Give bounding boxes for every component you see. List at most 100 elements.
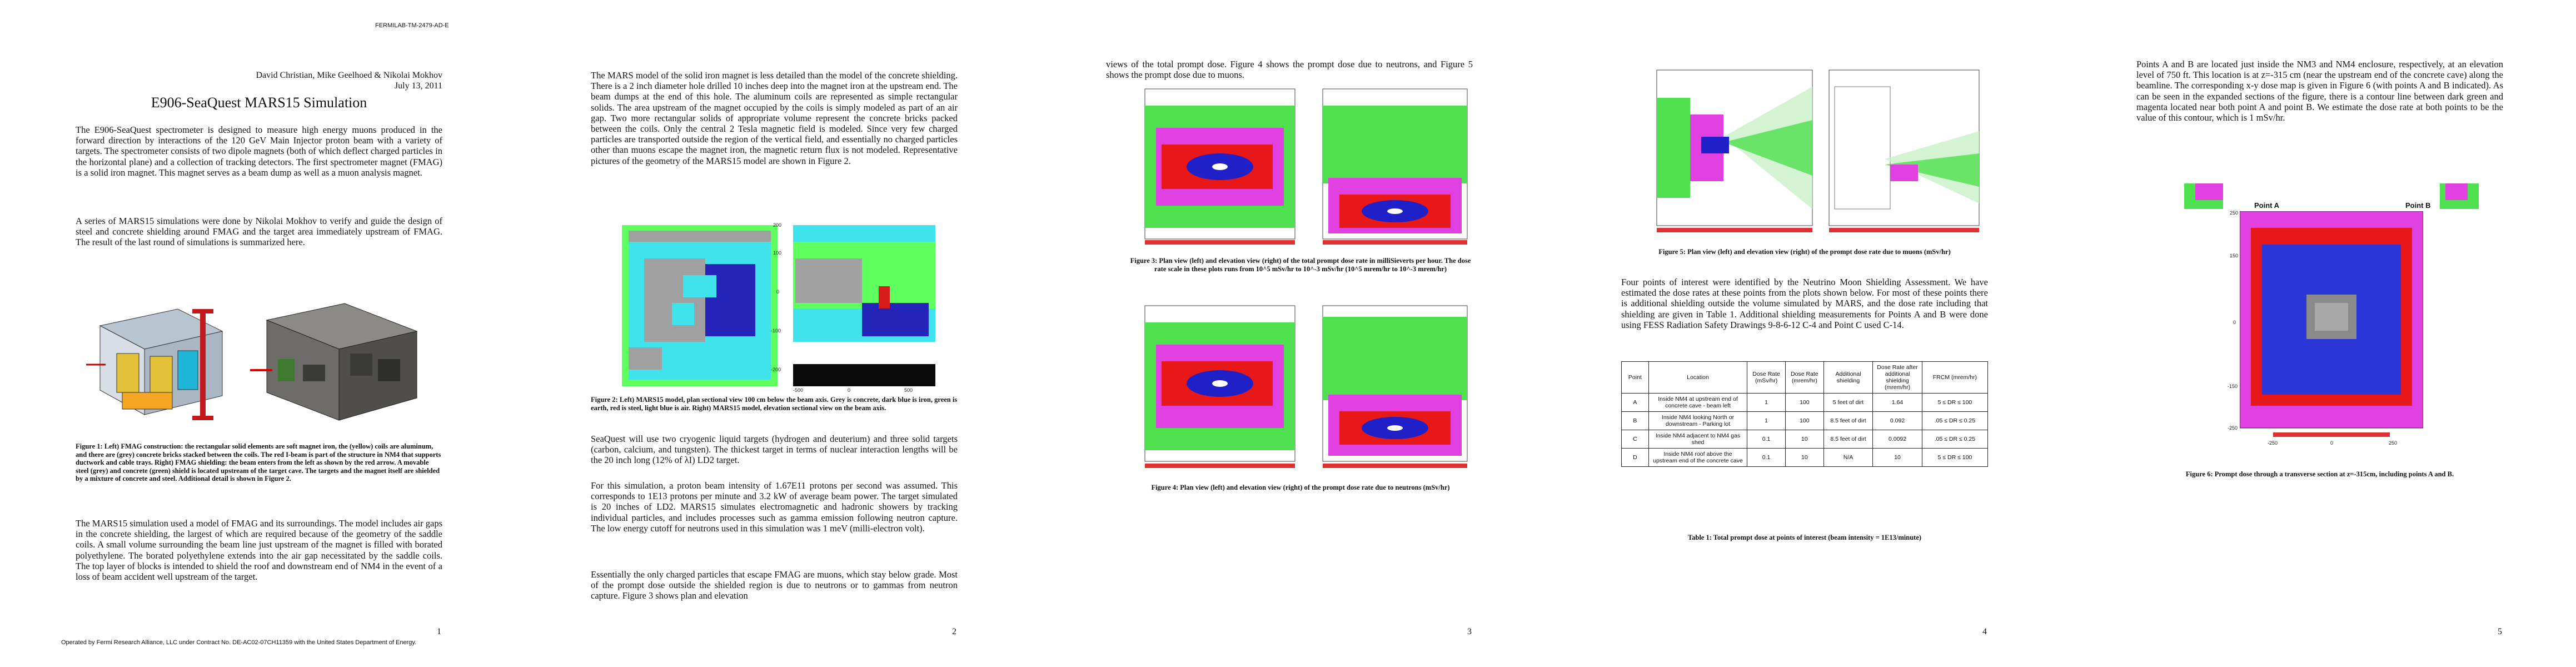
table-cell: 0.0092 — [1872, 430, 1922, 449]
table-cell: 10 — [1872, 448, 1922, 467]
figure-6-caption: Figure 6: Prompt dose through a transver… — [2185, 470, 2454, 478]
page-4: Figure 5: Plan view (left) and elevation… — [1546, 0, 2061, 667]
table-row: D Inside NM4 roof above the upstream end… — [1621, 448, 1989, 467]
figure-4-image — [1144, 305, 1468, 468]
paragraph: Four points of interest were identified … — [1621, 277, 1988, 330]
neutron-dose-plan-view — [1144, 305, 1296, 468]
axis-tick: 0 — [776, 289, 780, 295]
authors: David Christian, Mike Geelhoed & Nikolai… — [256, 70, 442, 91]
column-header: Dose Rate after additional shielding (mr… — [1872, 361, 1922, 394]
table-row: C Inside NM4 adjacent to NM4 gas shed 0.… — [1621, 430, 1989, 449]
table-cell: 5 ≤ DR ≤ 100 — [1921, 393, 1989, 412]
axis-tick: 200 — [773, 222, 782, 228]
table-cell: A — [1621, 393, 1649, 412]
table-cell: 0.1 — [1747, 448, 1786, 467]
table-cell: 1.64 — [1872, 393, 1922, 412]
total-dose-elevation-view — [1322, 88, 1468, 245]
figure-2-caption: Figure 2: Left) MARS15 model, plan secti… — [591, 396, 958, 412]
table-cell: 100 — [1785, 411, 1824, 430]
column-header: Dose Rate (mrem/hr) — [1785, 361, 1824, 394]
table-header-row: Point Location Dose Rate (mSv/hr) Dose R… — [1621, 361, 1989, 394]
y-axis-tick: -150 — [2228, 384, 2238, 389]
axis-tick: -500 — [793, 387, 804, 393]
column-header: Point — [1621, 361, 1649, 394]
page-number: 5 — [2498, 627, 2502, 636]
muon-dose-plan-view — [1656, 69, 1813, 232]
figure-3-caption: Figure 3: Plan view (left) and elevation… — [1130, 257, 1471, 273]
table-cell: 5 feet of dirt — [1823, 393, 1874, 412]
table-cell: 1 — [1747, 393, 1786, 412]
page-1: FERMILAB-TM-2479-AD-E David Christian, M… — [0, 0, 515, 667]
table-cell: 10 — [1785, 430, 1824, 449]
table-cell: Inside NM4 at upstream end of concrete c… — [1648, 393, 1748, 412]
figure-6-zoom-strip — [2184, 183, 2479, 209]
table-cell: 0.1 — [1747, 430, 1786, 449]
paragraph: views of the total prompt dose. Figure 4… — [1106, 59, 1473, 81]
figure-1-caption: Figure 1: Left) FMAG construction: the r… — [76, 442, 441, 483]
paragraph: A series of MARS15 simulations were done… — [76, 216, 442, 248]
axis-tick: 100 — [773, 250, 782, 256]
figure-1-image — [86, 303, 418, 421]
table-cell: 10 — [1785, 448, 1824, 467]
total-dose-plan-view — [1144, 88, 1296, 245]
table-cell: 8.5 feet of dirt — [1823, 430, 1874, 449]
figure-5-image — [1656, 69, 1980, 232]
report-number: FERMILAB-TM-2479-AD-E — [375, 22, 449, 29]
point-b-label: Point B — [2405, 201, 2431, 210]
table-cell: C — [1621, 430, 1649, 449]
footer-note: Operated by Fermi Research Alliance, LLC… — [61, 639, 417, 646]
table-row: B Inside NM4 looking North or downstream… — [1621, 411, 1989, 430]
y-axis-tick: 250 — [2230, 210, 2239, 216]
table-1-caption: Table 1: Total prompt dose at points of … — [1687, 534, 1922, 541]
figure-2-left-plan — [622, 225, 778, 386]
page-number: 3 — [1467, 627, 1472, 636]
page-number: 1 — [437, 627, 441, 636]
page-2: The MARS model of the solid iron magnet … — [515, 0, 1030, 667]
paragraph: The MARS15 simulation used a model of FM… — [76, 518, 442, 583]
paragraph: SeaQuest will use two cryogenic liquid t… — [591, 434, 958, 466]
column-header: FRCM (mrem/hr) — [1921, 361, 1989, 394]
dose-table: Point Location Dose Rate (mSv/hr) Dose R… — [1621, 361, 1989, 467]
table-row: A Inside NM4 at upstream end of concrete… — [1621, 393, 1989, 412]
table-cell: .05 ≤ DR ≤ 0.25 — [1921, 411, 1989, 430]
y-axis-tick: 0 — [2233, 320, 2236, 325]
column-header: Location — [1648, 361, 1748, 394]
table-cell: D — [1621, 448, 1649, 467]
paragraph: Points A and B are located just inside t… — [2136, 59, 2503, 123]
figure-6-dose-map — [2240, 211, 2423, 437]
page-number: 2 — [952, 627, 956, 636]
muon-dose-elevation-view — [1828, 69, 1980, 232]
table-cell: 100 — [1785, 393, 1824, 412]
table-cell: 1 — [1747, 411, 1786, 430]
table-cell: N/A — [1823, 448, 1874, 467]
figure-5-caption: Figure 5: Plan view (left) and elevation… — [1658, 248, 1951, 256]
paragraph: The MARS model of the solid iron magnet … — [591, 70, 958, 166]
date-line: July 13, 2011 — [394, 81, 442, 91]
x-axis-tick: 0 — [2330, 440, 2334, 446]
fmag-construction — [86, 308, 223, 420]
author-line: David Christian, Mike Geelhoed & Nikolai… — [256, 71, 442, 80]
fmag-shielding — [250, 303, 418, 421]
neutron-dose-elevation-view — [1322, 305, 1468, 468]
table-cell: 0.092 — [1872, 411, 1922, 430]
table-cell: Inside NM4 adjacent to NM4 gas shed — [1648, 430, 1748, 449]
axis-tick: -200 — [771, 367, 781, 372]
axis-tick: 500 — [904, 387, 913, 393]
axis-tick: 0 — [848, 387, 851, 393]
table-cell: 5 ≤ DR ≤ 100 — [1921, 448, 1989, 467]
table-cell: 8.5 feet of dirt — [1823, 411, 1874, 430]
point-a-label: Point A — [2254, 201, 2280, 210]
paragraph: Essentially the only charged particles t… — [591, 569, 958, 601]
paper-title: E906-SeaQuest MARS15 Simulation — [151, 94, 367, 111]
figure-2-right-elevation — [793, 225, 935, 386]
table-cell: Inside NM4 roof above the upstream end o… — [1648, 448, 1748, 467]
y-axis-tick: -250 — [2228, 425, 2238, 431]
table-cell: B — [1621, 411, 1649, 430]
axis-tick: -100 — [771, 328, 781, 334]
page-number: 4 — [1982, 627, 1987, 636]
page-3: views of the total prompt dose. Figure 4… — [1030, 0, 1546, 667]
column-header: Dose Rate (mSv/hr) — [1747, 361, 1786, 394]
page-5: Points A and B are located just inside t… — [2061, 0, 2576, 667]
figure-3-image — [1144, 88, 1468, 245]
paragraph: For this simulation, a proton beam inten… — [591, 480, 958, 534]
